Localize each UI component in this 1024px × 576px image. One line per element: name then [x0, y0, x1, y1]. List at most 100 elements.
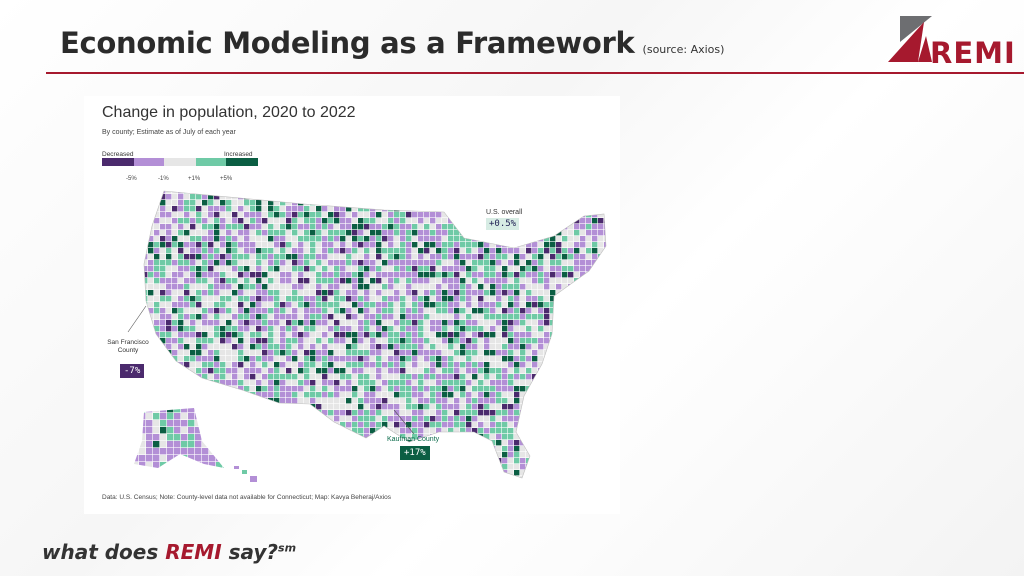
- county-cell: [556, 428, 562, 434]
- county-cell: [244, 386, 250, 392]
- county-cell: [316, 362, 322, 368]
- county-cell: [256, 194, 262, 200]
- county-cell: [316, 404, 322, 410]
- county-cell: [298, 446, 304, 452]
- county-cell: [526, 278, 532, 284]
- county-cell: [538, 266, 544, 272]
- county-cell: [502, 380, 508, 386]
- county-cell: [172, 332, 178, 338]
- county-cell: [400, 386, 406, 392]
- county-cell: [178, 326, 184, 332]
- county-cell: [388, 284, 394, 290]
- county-cell: [436, 260, 442, 266]
- county-cell: [562, 410, 568, 416]
- county-cell: [490, 464, 496, 470]
- county-cell: [580, 278, 586, 284]
- county-cell: [592, 362, 598, 368]
- county-cell: [352, 464, 358, 470]
- county-cell: [598, 446, 604, 452]
- county-cell: [334, 260, 340, 266]
- county-cell: [322, 260, 328, 266]
- county-cell: [430, 332, 436, 338]
- county-cell: [466, 338, 472, 344]
- county-cell: [352, 452, 358, 458]
- county-cell: [364, 428, 370, 434]
- county-cell: [304, 386, 310, 392]
- county-cell: [412, 362, 418, 368]
- county-cell: [196, 332, 202, 338]
- county-cell: [418, 398, 424, 404]
- county-cell: [532, 266, 538, 272]
- county-cell: [358, 404, 364, 410]
- county-cell: [238, 446, 244, 452]
- county-cell: [556, 368, 562, 374]
- county-cell: [484, 314, 490, 320]
- county-cell: [262, 200, 268, 206]
- county-cell: [202, 284, 208, 290]
- county-cell: [514, 410, 520, 416]
- county-cell: [448, 380, 454, 386]
- county-cell: [196, 326, 202, 332]
- county-cell: [424, 386, 430, 392]
- county-cell: [400, 476, 406, 478]
- county-cell: [181, 408, 188, 413]
- county-cell: [604, 320, 606, 326]
- county-cell: [268, 218, 274, 224]
- county-cell: [352, 242, 358, 248]
- county-cell: [538, 338, 544, 344]
- county-cell: [160, 338, 166, 344]
- county-cell: [418, 422, 424, 428]
- county-cell: [340, 236, 346, 242]
- county-cell: [514, 440, 520, 446]
- county-cell: [514, 278, 520, 284]
- county-cell: [412, 350, 418, 356]
- county-cell: [174, 455, 181, 462]
- county-cell: [298, 212, 304, 218]
- county-cell: [256, 392, 262, 398]
- county-cell: [134, 441, 139, 448]
- county-cell: [430, 266, 436, 272]
- county-cell: [520, 266, 526, 272]
- county-cell: [484, 380, 490, 386]
- county-cell: [568, 272, 574, 278]
- county-cell: [604, 344, 606, 350]
- county-cell: [214, 230, 220, 236]
- county-cell: [520, 356, 526, 362]
- county-cell: [562, 230, 568, 236]
- county-cell: [364, 191, 370, 194]
- county-cell: [166, 326, 172, 332]
- county-cell: [188, 448, 195, 455]
- county-cell: [244, 272, 250, 278]
- county-cell: [346, 392, 352, 398]
- county-cell: [184, 356, 190, 362]
- county-cell: [472, 206, 478, 212]
- county-cell: [208, 476, 214, 478]
- county-cell: [550, 362, 556, 368]
- county-cell: [340, 476, 346, 478]
- county-cell: [466, 326, 472, 332]
- county-cell: [232, 368, 238, 374]
- county-cell: [178, 266, 184, 272]
- county-cell: [196, 302, 202, 308]
- county-cell: [598, 272, 604, 278]
- county-cell: [514, 374, 520, 380]
- county-cell: [382, 470, 388, 476]
- county-cell: [502, 320, 508, 326]
- county-cell: [460, 260, 466, 266]
- county-cell: [334, 356, 340, 362]
- county-cell: [316, 206, 322, 212]
- county-cell: [202, 206, 208, 212]
- county-cell: [268, 194, 274, 200]
- legend-tick: -5%: [126, 176, 137, 182]
- county-cell: [202, 413, 209, 420]
- county-cell: [166, 380, 172, 386]
- county-cell: [364, 272, 370, 278]
- county-cell: [574, 284, 580, 290]
- county-cell: [178, 380, 184, 386]
- county-cell: [508, 392, 514, 398]
- county-cell: [238, 434, 244, 440]
- county-cell: [412, 470, 418, 476]
- county-cell: [190, 338, 196, 344]
- county-cell: [148, 236, 154, 242]
- county-cell: [568, 452, 574, 458]
